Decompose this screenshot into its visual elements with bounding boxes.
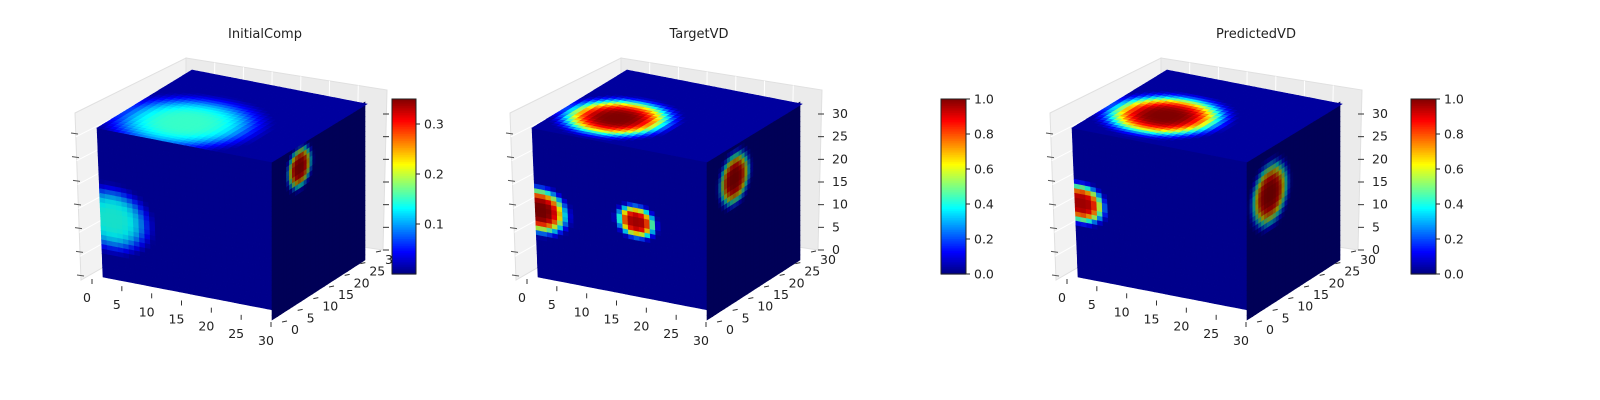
y-tick-label: 20 — [354, 275, 370, 290]
colorbar-tick-label: 0.1 — [424, 217, 444, 232]
voxel-cell — [140, 279, 148, 286]
voxel-cell — [239, 298, 246, 305]
voxel-cell — [200, 291, 208, 298]
cube-face-right — [271, 101, 366, 321]
voxel-cell — [233, 297, 241, 304]
voxel-cell — [211, 293, 219, 300]
voxel-cell — [564, 277, 572, 284]
x-tick-label: 30 — [258, 333, 274, 348]
voxel-cell — [575, 279, 583, 286]
x-tick-label: 25 — [228, 326, 244, 341]
voxel-cell — [261, 302, 268, 310]
voxel-cell — [657, 295, 665, 302]
voxel-cell — [608, 285, 615, 293]
y-tick-mark — [344, 273, 350, 276]
voxel-cell — [690, 301, 697, 309]
voxel-cell — [679, 299, 687, 307]
voxel-cell — [668, 297, 676, 304]
x-tick-label: 15 — [169, 312, 185, 327]
voxel-cell — [255, 301, 262, 309]
voxel-cell — [244, 299, 252, 307]
voxel-cell — [173, 285, 180, 293]
voxel-cell — [250, 300, 257, 308]
voxel-cell — [228, 296, 235, 303]
voxel-cell — [619, 287, 626, 295]
voxel-cell — [635, 291, 643, 298]
voxel-cell — [168, 284, 175, 292]
voxel-cell — [107, 273, 115, 280]
voxel-cell — [179, 286, 186, 294]
voxel-cell — [581, 280, 588, 287]
x-tick-label: 5 — [113, 297, 121, 312]
voxel-cell — [162, 283, 169, 291]
voxel-cell — [553, 275, 561, 282]
voxel-cell — [674, 298, 681, 305]
voxel-cell — [195, 290, 202, 297]
colorbar-tick-label: 0.2 — [424, 167, 444, 182]
x-tick-label: 20 — [198, 319, 214, 334]
voxel-cell — [206, 292, 213, 299]
y-tick-label: 5 — [307, 310, 315, 325]
voxel-cell — [189, 288, 197, 296]
voxel-cell — [217, 294, 224, 301]
colorbar: 0.1 0.2 0.3 — [391, 98, 444, 275]
voxel-cell — [652, 294, 659, 301]
voxel-cell — [537, 271, 544, 279]
cube-face-front — [96, 127, 279, 312]
y-tick-label: 15 — [338, 287, 354, 302]
voxel-cell — [701, 303, 708, 311]
y-tick-mark — [313, 297, 319, 300]
voxel-cell — [102, 271, 109, 279]
voxel-cell — [118, 275, 126, 282]
voxel-cell — [592, 282, 599, 290]
y-tick-mark — [297, 308, 303, 311]
voxel-cell — [559, 276, 566, 283]
y-tick-mark — [328, 285, 335, 288]
voxel-cell — [614, 286, 621, 294]
voxel-cell — [157, 282, 164, 290]
y-tick-label: 25 — [369, 264, 385, 279]
y-tick-label: 10 — [322, 299, 338, 314]
voxel-cell — [113, 274, 120, 281]
voxel-cell — [548, 274, 555, 281]
voxel-cell — [630, 290, 637, 297]
colorbar-tick-label: 0.3 — [424, 117, 444, 132]
voxel-cell — [646, 293, 654, 300]
voxel-cell — [570, 278, 577, 285]
voxel-cell — [124, 276, 131, 283]
voxel-cell — [542, 273, 550, 280]
voxel-cell — [266, 303, 273, 311]
voxel-cell — [696, 302, 703, 310]
voxel-cell — [222, 295, 230, 302]
y-tick-mark — [375, 250, 382, 253]
chart-title: InitialComp — [228, 27, 302, 42]
voxel-cell — [135, 278, 142, 285]
voxel-cell — [586, 281, 594, 288]
voxel-cell — [624, 288, 632, 296]
x-tick-label: 10 — [139, 304, 155, 319]
voxel-cell — [129, 277, 137, 284]
voxel-cell — [685, 300, 692, 308]
voxel-cell — [146, 280, 153, 287]
voxel-cell — [184, 287, 191, 295]
y-tick-label: 0 — [291, 322, 299, 337]
panel-initialcomp: InitialComp0510152025300510152025300.10.… — [70, 27, 444, 348]
voxel-cell — [151, 281, 159, 288]
x-tick-label: 0 — [83, 290, 91, 305]
voxel-cell — [603, 284, 610, 292]
voxel-cell — [597, 283, 604, 291]
voxel-cell — [641, 292, 648, 299]
y-tick-mark — [281, 320, 288, 323]
chart-title: TargetVD — [668, 27, 728, 42]
voxel-cell — [663, 296, 670, 303]
